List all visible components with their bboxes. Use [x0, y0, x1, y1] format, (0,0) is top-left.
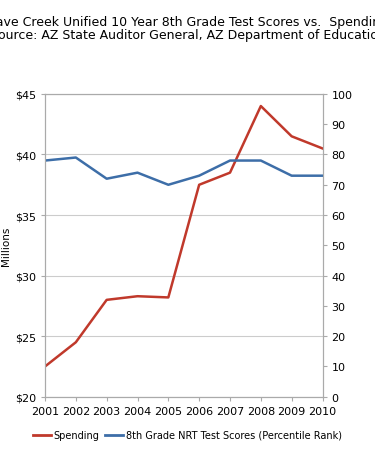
Y-axis label: Millions: Millions — [1, 226, 10, 266]
Text: Cave Creek Unified 10 Year 8th Grade Test Scores vs.  Spending: Cave Creek Unified 10 Year 8th Grade Tes… — [0, 16, 375, 29]
Text: Source: AZ State Auditor General, AZ Department of Education: Source: AZ State Auditor General, AZ Dep… — [0, 29, 375, 42]
Legend: Spending, 8th Grade NRT Test Scores (Percentile Rank): Spending, 8th Grade NRT Test Scores (Per… — [29, 426, 346, 444]
